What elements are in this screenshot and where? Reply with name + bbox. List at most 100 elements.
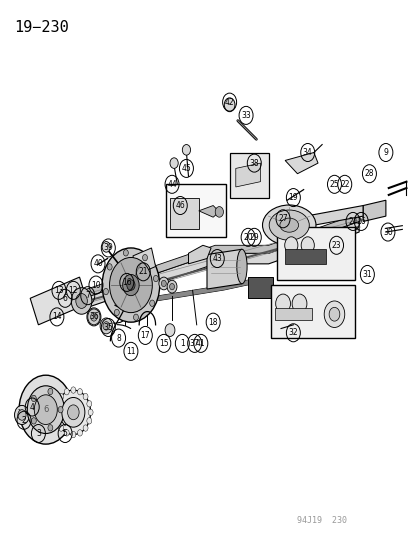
Polygon shape — [75, 214, 358, 301]
Text: 16: 16 — [122, 278, 131, 287]
Circle shape — [77, 430, 82, 436]
FancyBboxPatch shape — [170, 198, 198, 229]
Text: 46: 46 — [175, 201, 185, 210]
Circle shape — [58, 407, 63, 413]
Text: 12: 12 — [69, 286, 78, 295]
Text: 29: 29 — [249, 233, 259, 242]
Circle shape — [88, 409, 93, 416]
Text: 41: 41 — [195, 339, 205, 348]
Circle shape — [55, 401, 60, 407]
Circle shape — [122, 274, 139, 296]
Ellipse shape — [262, 205, 315, 245]
Circle shape — [103, 288, 108, 295]
Circle shape — [31, 395, 36, 402]
Circle shape — [153, 276, 158, 282]
Circle shape — [67, 405, 79, 419]
Circle shape — [71, 431, 76, 438]
Text: 44: 44 — [167, 180, 176, 189]
Ellipse shape — [268, 210, 309, 240]
FancyBboxPatch shape — [274, 308, 311, 319]
Text: 43: 43 — [212, 254, 222, 263]
Text: 38: 38 — [249, 159, 259, 167]
Text: 42: 42 — [224, 98, 234, 107]
FancyBboxPatch shape — [166, 184, 225, 237]
Circle shape — [83, 393, 88, 400]
Circle shape — [90, 313, 97, 321]
Circle shape — [64, 430, 69, 436]
Polygon shape — [276, 206, 362, 232]
Text: 9: 9 — [382, 148, 387, 157]
Circle shape — [27, 386, 64, 433]
Circle shape — [76, 294, 87, 309]
Text: 7: 7 — [85, 291, 90, 300]
Text: 33: 33 — [241, 111, 250, 120]
Text: 5: 5 — [62, 429, 67, 438]
Text: 24: 24 — [347, 217, 357, 226]
FancyBboxPatch shape — [247, 277, 272, 298]
Circle shape — [59, 425, 64, 431]
Text: 6: 6 — [62, 294, 67, 303]
FancyBboxPatch shape — [285, 249, 325, 264]
Text: 35: 35 — [103, 323, 113, 332]
Circle shape — [159, 277, 169, 290]
Circle shape — [126, 280, 135, 290]
Text: 34: 34 — [302, 148, 312, 157]
Text: 22: 22 — [339, 180, 349, 189]
Circle shape — [14, 406, 29, 424]
Circle shape — [102, 241, 110, 252]
Polygon shape — [75, 221, 358, 312]
Circle shape — [77, 389, 82, 395]
FancyBboxPatch shape — [229, 152, 268, 198]
Circle shape — [275, 294, 290, 313]
Circle shape — [34, 395, 57, 424]
Circle shape — [87, 401, 92, 407]
Polygon shape — [206, 249, 241, 289]
Circle shape — [100, 318, 112, 334]
Polygon shape — [133, 248, 155, 274]
Polygon shape — [188, 245, 211, 264]
Circle shape — [284, 237, 297, 254]
Circle shape — [31, 418, 36, 424]
Circle shape — [323, 301, 344, 327]
Circle shape — [54, 409, 58, 416]
Circle shape — [103, 321, 109, 330]
Circle shape — [64, 389, 69, 395]
Text: 40: 40 — [93, 260, 103, 268]
Circle shape — [107, 264, 112, 270]
Circle shape — [109, 257, 152, 313]
Text: 36: 36 — [89, 312, 99, 321]
Text: 19−230: 19−230 — [14, 20, 68, 35]
Text: 27: 27 — [278, 214, 287, 223]
Circle shape — [59, 393, 64, 400]
Circle shape — [56, 390, 90, 434]
Polygon shape — [30, 277, 88, 325]
Text: 30: 30 — [382, 228, 392, 237]
Text: 10: 10 — [91, 280, 100, 289]
Circle shape — [48, 389, 53, 395]
Circle shape — [161, 280, 166, 287]
Circle shape — [169, 284, 174, 290]
Polygon shape — [362, 200, 385, 221]
Text: 18: 18 — [208, 318, 217, 327]
Text: 20: 20 — [243, 233, 252, 242]
Polygon shape — [285, 152, 317, 174]
Circle shape — [71, 288, 92, 314]
Text: 39: 39 — [103, 244, 113, 253]
FancyBboxPatch shape — [276, 227, 354, 280]
Text: 4: 4 — [30, 402, 35, 411]
Text: 14: 14 — [52, 312, 62, 321]
Circle shape — [300, 237, 313, 254]
Ellipse shape — [236, 249, 247, 284]
Circle shape — [215, 207, 223, 217]
Text: 45: 45 — [181, 164, 191, 173]
Circle shape — [224, 98, 235, 112]
Circle shape — [170, 158, 178, 168]
Circle shape — [123, 249, 128, 256]
Circle shape — [292, 294, 306, 313]
Text: 6: 6 — [43, 405, 48, 414]
Circle shape — [114, 309, 119, 316]
Text: 17: 17 — [140, 331, 150, 340]
Text: 11: 11 — [126, 347, 135, 356]
Text: 94J19  230: 94J19 230 — [297, 516, 347, 525]
Text: 2: 2 — [21, 416, 26, 425]
